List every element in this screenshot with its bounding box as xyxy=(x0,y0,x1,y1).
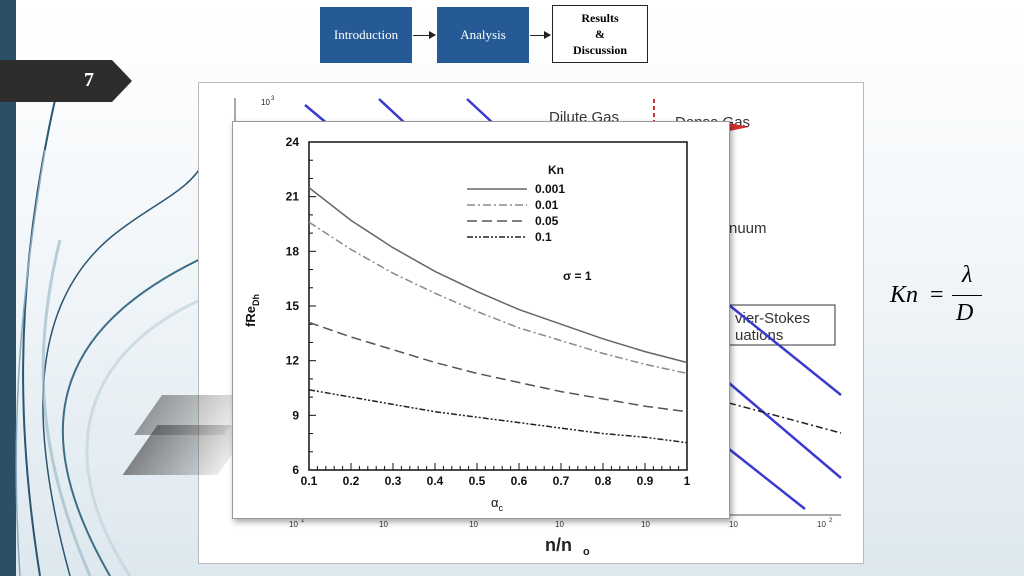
friction-factor-chart: 0.1 0.2 0.3 0.4 0.5 0.6 0.7 0.8 0.9 1 6 9 12 15 18 21 24… xyxy=(232,121,730,519)
slide-number: 7 xyxy=(84,69,94,91)
nav-introduction-label: Introduction xyxy=(333,27,399,42)
bg-x-tick: 10 xyxy=(289,520,298,529)
x-tick-label: 0.8 xyxy=(595,474,612,488)
y-tick-label: 24 xyxy=(286,135,300,149)
series-line-kn-0.01 xyxy=(308,221,688,375)
knudsen-formula: Kn = λ D xyxy=(888,262,988,332)
arrow-icon xyxy=(413,31,436,39)
nav-results-discussion-button[interactable]: Results & Discussion xyxy=(552,5,648,63)
series-line-kn-0.001 xyxy=(308,187,688,364)
nav-results-label: Results xyxy=(581,11,619,25)
arrow-icon xyxy=(530,31,551,39)
nav-discussion-label: Discussion xyxy=(572,43,628,57)
fraction-bar xyxy=(952,295,982,296)
bg-x-axis-label: n/n xyxy=(545,535,572,555)
bg-x-tick: 10 xyxy=(641,520,650,529)
y-tick-label: 6 xyxy=(292,463,299,477)
y-tick-label: 15 xyxy=(286,299,300,313)
bg-x-tick: 10 xyxy=(469,520,478,529)
chart-svg: 0.1 0.2 0.3 0.4 0.5 0.6 0.7 0.8 0.9 1 6 9 12 15 18 21 24… xyxy=(243,135,691,513)
slide-number-badge: 7 xyxy=(0,60,132,102)
legend-label: 0.001 xyxy=(535,182,565,196)
y-axis-label-main: fRe xyxy=(243,306,258,327)
y-axis-label-sub: Dh xyxy=(251,294,261,306)
x-axis-label-main: α xyxy=(491,495,499,510)
bg-x-tick: 10 xyxy=(379,520,388,529)
nav-analysis-label: Analysis xyxy=(460,27,506,42)
sigma-annotation: σ = 1 xyxy=(563,269,592,283)
nav-ampersand-label: & xyxy=(595,27,605,41)
legend-label: 0.01 xyxy=(535,198,559,212)
navier-stokes-label-1: vier-Stokes xyxy=(735,310,810,327)
y-axis-label: fReDh xyxy=(243,294,261,327)
legend-title: Kn xyxy=(548,163,564,177)
bg-x-tick-last: 10 xyxy=(817,520,826,529)
x-tick-label: 0.6 xyxy=(511,474,528,488)
bg-x-tick-last-sup: 2 xyxy=(829,518,833,524)
x-axis-label: αc xyxy=(491,495,504,513)
bg-x-tick: 10 xyxy=(555,520,564,529)
bg-y-top-tick: 10 xyxy=(261,98,270,107)
formula-numerator: λ xyxy=(962,262,973,288)
x-tick-label: 0.2 xyxy=(343,474,360,488)
nav-introduction-button[interactable]: Introduction xyxy=(320,7,412,63)
x-tick-label: 0.7 xyxy=(553,474,570,488)
x-axis-label-sub: c xyxy=(499,503,504,513)
x-tick-label: 0.4 xyxy=(427,474,444,488)
x-tick-label: 0.9 xyxy=(637,474,654,488)
nav-analysis-button[interactable]: Analysis xyxy=(437,7,529,63)
bg-x-axis-label-sub: o xyxy=(583,546,590,558)
x-tick-label: 0.5 xyxy=(469,474,486,488)
plot-area xyxy=(308,141,688,471)
y-tick-label: 18 xyxy=(286,244,300,258)
legend-label: 0.1 xyxy=(535,230,552,244)
formula-equals: = xyxy=(930,282,944,308)
legend-label: 0.05 xyxy=(535,214,559,228)
continuum-label: nuum xyxy=(729,220,767,237)
x-tick-label: 0.1 xyxy=(301,474,318,488)
x-tick-label: 1 xyxy=(684,474,691,488)
series-line-kn-0.05 xyxy=(308,321,688,413)
bg-x-tick-sup: 1 xyxy=(301,518,305,524)
bg-y-top-tick-sup: 3 xyxy=(271,96,275,102)
y-tick-label: 9 xyxy=(292,408,299,422)
bg-x-tick: 10 xyxy=(729,520,738,529)
y-tick-label: 21 xyxy=(286,190,300,204)
left-accent-bar xyxy=(0,0,16,576)
decorative-swooshes xyxy=(15,99,221,576)
formula-denominator: D xyxy=(956,300,974,326)
formula-lhs: Kn xyxy=(890,282,919,308)
x-tick-label: 0.3 xyxy=(385,474,402,488)
y-tick-label: 12 xyxy=(286,354,300,368)
